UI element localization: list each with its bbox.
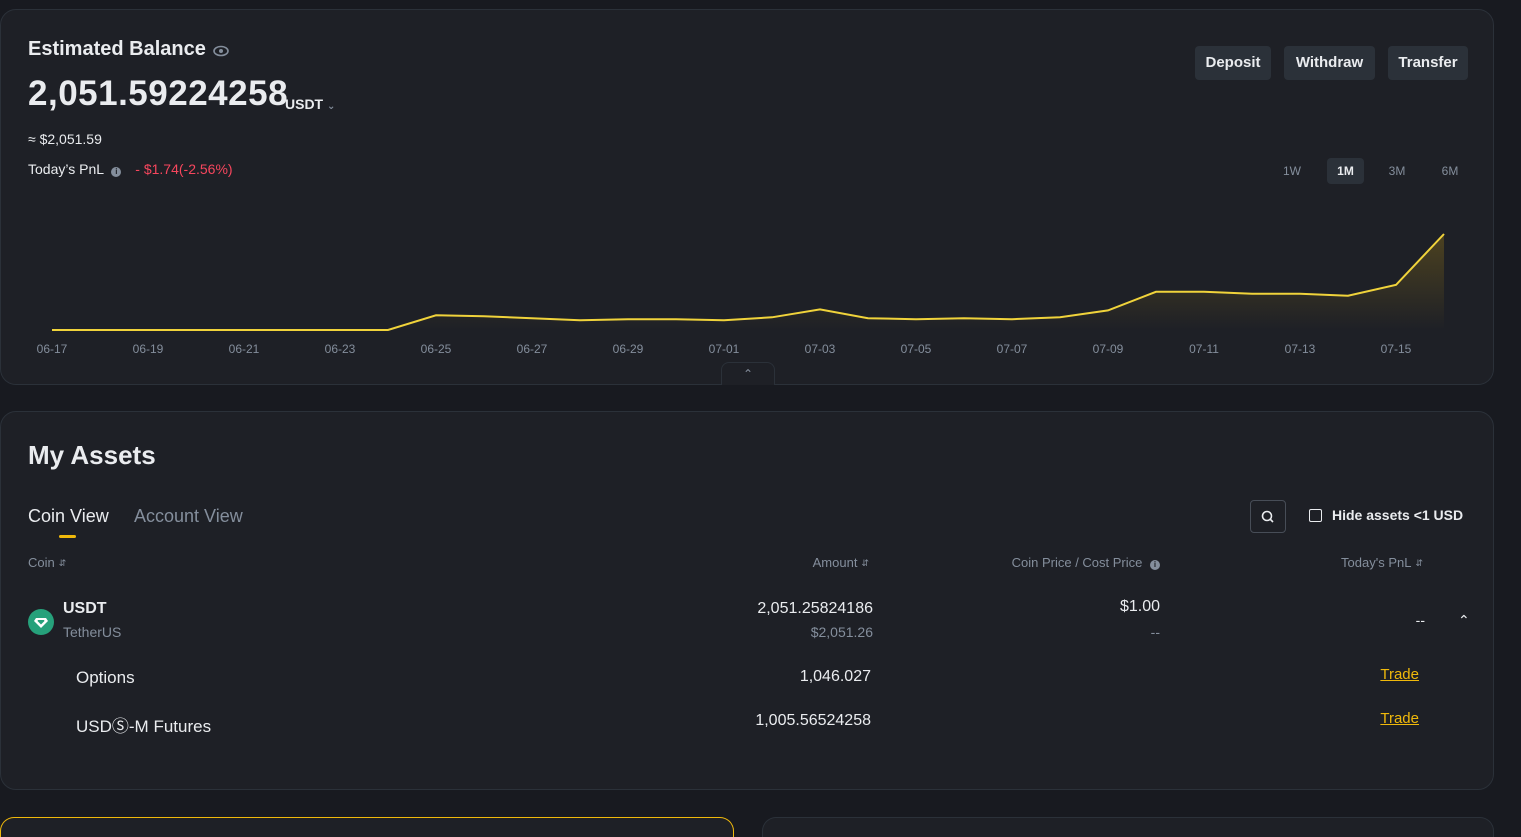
trade-link[interactable]: Trade <box>1380 710 1419 727</box>
pnl-value: - $1.74(-2.56%) <box>135 161 233 177</box>
search-button[interactable] <box>1250 500 1286 533</box>
column-price-label: Coin Price / Cost Price <box>1011 555 1143 570</box>
sub-row-amount: 1,046.027 <box>799 668 871 685</box>
currency-label: USDT <box>285 96 324 112</box>
chart-area-fill <box>52 234 1444 330</box>
chevron-up-icon[interactable]: ⌃ <box>1458 612 1470 628</box>
column-header-coin[interactable]: Coin ⇵ <box>28 555 66 570</box>
coin-price: $1.00 <box>1119 598 1160 615</box>
sort-icon: ⇵ <box>58 558 67 568</box>
balance-title: Estimated Balance <box>28 38 230 63</box>
sub-row-amount: 1,005.56524258 <box>755 712 871 729</box>
x-tick-label: 06-29 <box>613 342 644 356</box>
my-assets-title: My Assets <box>28 440 156 470</box>
chevron-down-icon: ⌄ <box>327 101 336 112</box>
balance-title-text: Estimated Balance <box>28 38 206 60</box>
collapse-chart-button[interactable]: ⌃ <box>721 362 775 385</box>
range-3m-button[interactable]: 3M <box>1388 164 1406 178</box>
tab-coin-view-label: Coin View <box>28 506 109 526</box>
usd-approx: ≈ $2,051.59 <box>28 131 102 147</box>
hide-small-assets-checkbox[interactable] <box>1309 509 1322 522</box>
x-tick-label: 07-13 <box>1285 342 1316 356</box>
coin-amount-usd: $2,051.26 <box>810 624 873 640</box>
column-header-price: Coin Price / Cost Price i <box>1012 555 1160 570</box>
x-tick-label: 07-01 <box>709 342 740 356</box>
range-1m-button[interactable]: 1M <box>1327 158 1364 184</box>
x-tick-label: 07-05 <box>901 342 932 356</box>
withdraw-button[interactable]: Withdraw <box>1284 46 1375 80</box>
x-tick-label: 07-03 <box>805 342 836 356</box>
column-header-amount[interactable]: Amount ⇵ <box>813 555 869 570</box>
currency-selector[interactable]: USDT ⌄ <box>285 96 335 112</box>
coin-pnl: -- <box>1415 612 1425 628</box>
active-tab-indicator <box>59 535 76 538</box>
deposit-button[interactable]: Deposit <box>1195 46 1271 80</box>
x-tick-label: 06-23 <box>325 342 356 356</box>
cost-price: -- <box>1150 624 1160 640</box>
chart-series-line <box>52 233 1445 331</box>
search-icon <box>1261 510 1274 523</box>
todays-pnl: Today’s PnL i - $1.74(-2.56%) <box>28 161 233 177</box>
range-6m-button[interactable]: 6M <box>1441 164 1459 178</box>
estimated-balance-card: Estimated Balance 2,051.59224258 USDT ⌄ … <box>0 9 1494 385</box>
info-icon[interactable]: i <box>111 167 122 177</box>
chevron-up-icon: ⌃ <box>742 367 754 381</box>
trade-link[interactable]: Trade <box>1380 666 1419 683</box>
my-assets-card: My Assets Coin View Account View Hide as… <box>0 411 1494 790</box>
x-tick-label: 06-19 <box>133 342 164 356</box>
info-icon[interactable]: i <box>1150 560 1160 570</box>
next-card-left <box>0 817 734 837</box>
sort-icon: ⇵ <box>1415 558 1423 568</box>
balance-chart: 06-17 06-19 06-21 06-23 06-25 06-27 06-29 07-01… <box>37 233 1445 356</box>
coin-symbol: USDT <box>63 600 107 617</box>
coin-amount: 2,051.25824186 <box>757 600 873 617</box>
x-tick-label: 07-11 <box>1189 342 1219 356</box>
coin-name: TetherUS <box>63 624 122 640</box>
x-tick-label: 06-27 <box>517 342 548 356</box>
x-tick-label: 06-17 <box>37 342 68 356</box>
column-header-pnl[interactable]: Today's PnL ⇵ <box>1341 555 1423 570</box>
next-card-right <box>762 817 1494 837</box>
x-tick-label: 07-07 <box>997 342 1028 356</box>
sub-row-label: Options <box>76 668 135 687</box>
pnl-label: Today’s PnL <box>28 161 104 177</box>
column-amount-label: Amount <box>812 555 858 570</box>
tether-icon <box>28 609 54 635</box>
column-pnl-label: Today's PnL <box>1341 555 1412 570</box>
tab-account-view[interactable]: Account View <box>134 506 243 526</box>
sort-icon: ⇵ <box>861 558 869 568</box>
range-1w-button[interactable]: 1W <box>1283 164 1301 178</box>
x-tick-label: 07-09 <box>1093 342 1124 356</box>
x-tick-label: 06-21 <box>229 342 260 356</box>
x-tick-label: 07-15 <box>1381 342 1412 356</box>
column-coin-label: Coin <box>28 555 55 570</box>
balance-amount: 2,051.59224258 <box>28 74 289 113</box>
transfer-button[interactable]: Transfer <box>1388 46 1468 80</box>
hide-small-assets-label[interactable]: Hide assets <1 USD <box>1332 507 1464 523</box>
sub-row-label: USDⓈ-M Futures <box>76 717 212 736</box>
tab-coin-view[interactable]: Coin View <box>28 506 109 538</box>
x-tick-label: 06-25 <box>421 342 452 356</box>
eye-icon[interactable] <box>213 40 230 63</box>
